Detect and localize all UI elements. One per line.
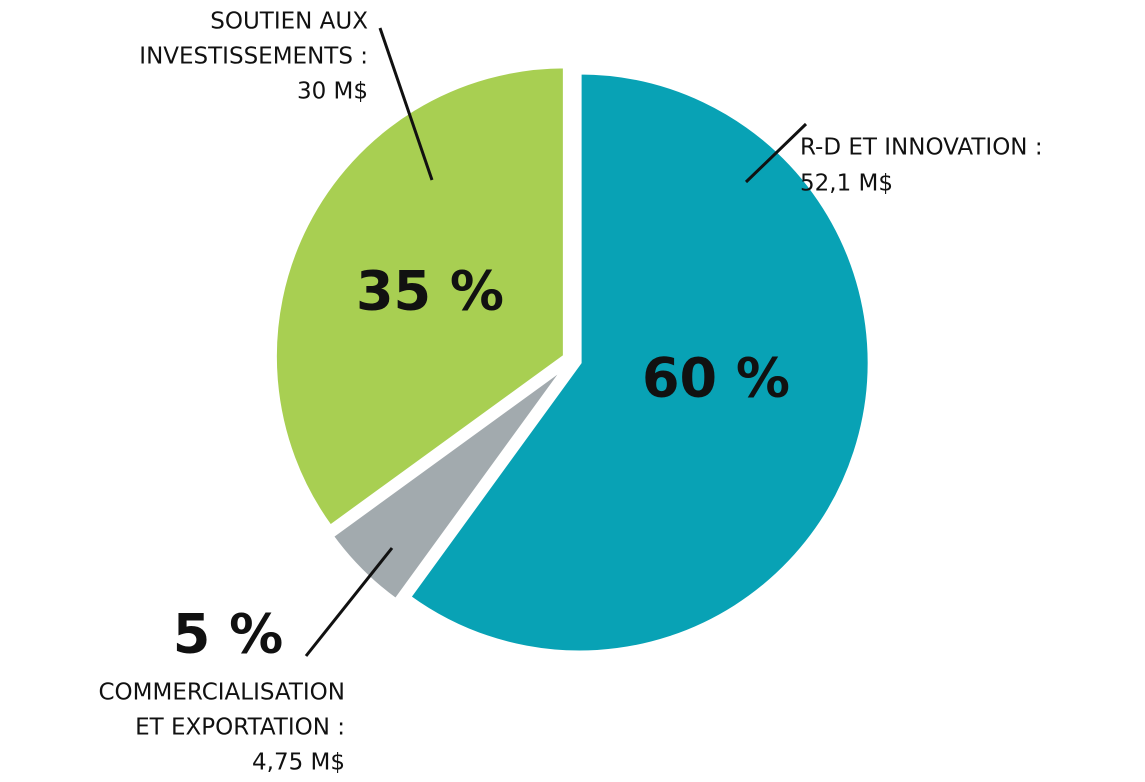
pie-slice — [328, 364, 568, 604]
leader-line — [378, 27, 434, 181]
amount-label: 52,1 M$ — [800, 171, 893, 197]
leader-line — [744, 122, 808, 184]
pie-slice — [272, 64, 567, 530]
amount-label: 4,75 M$ — [252, 750, 345, 776]
leader-lines — [304, 27, 808, 657]
category-label: ET EXPORTATION : — [135, 715, 345, 741]
value-label: 35 % — [356, 260, 504, 323]
category-label: R-D ET INNOVATION : — [800, 135, 1043, 161]
leader-line — [304, 547, 394, 657]
category-label: INVESTISSEMENTS : — [139, 44, 368, 70]
pie-slice — [406, 70, 872, 655]
pie — [272, 64, 872, 655]
value-label: 60 % — [642, 347, 790, 410]
category-label: COMMERCIALISATION — [98, 680, 345, 706]
value-label: 5 % — [173, 603, 283, 666]
category-label: SOUTIEN AUX — [210, 9, 368, 35]
amount-label: 30 M$ — [297, 79, 368, 105]
